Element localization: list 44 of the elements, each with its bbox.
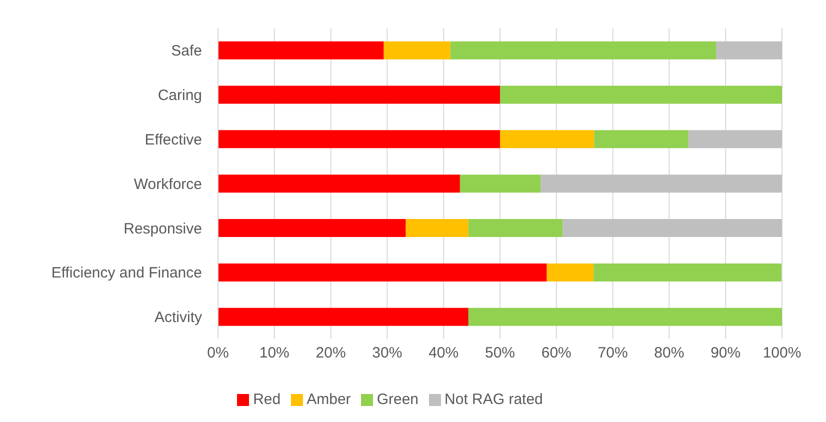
bar: [500, 86, 782, 104]
x-tick-label: 80%: [654, 344, 684, 362]
bar: [716, 41, 782, 60]
legend-label: Amber: [306, 391, 351, 408]
x-tick-label: 0%: [207, 344, 229, 362]
bar: [218, 308, 468, 326]
bar: [218, 174, 460, 193]
bar: [218, 219, 406, 238]
y-tick-label: Activity: [154, 309, 202, 326]
bar: [468, 308, 782, 326]
bar: [218, 86, 500, 104]
y-tick-label: Caring: [158, 86, 202, 104]
bar: [406, 219, 468, 238]
x-tick-label: 90%: [710, 344, 741, 362]
bar: [594, 130, 688, 148]
bar: [384, 41, 450, 60]
bar: [450, 41, 716, 60]
x-tick-label: 60%: [541, 344, 572, 362]
bar: [218, 130, 500, 148]
x-tick-label: 30%: [372, 344, 402, 362]
legend-label: Green: [376, 391, 419, 408]
bar: [218, 41, 384, 60]
bar: [468, 219, 563, 238]
y-tick-label: Responsive: [124, 220, 202, 238]
y-tick-label: Efficiency and Finance: [51, 264, 202, 282]
x-tick-label: 100%: [762, 344, 802, 362]
bar: [500, 130, 594, 148]
bar: [594, 263, 782, 282]
legend-label: Not RAG rated: [444, 391, 543, 408]
x-tick-label: 70%: [598, 344, 628, 362]
bar: [540, 174, 782, 193]
x-tick-label: 10%: [259, 344, 290, 362]
bar: [460, 174, 541, 193]
bar: [218, 263, 547, 282]
bar: [546, 263, 594, 282]
y-tick-label: Effective: [144, 131, 202, 148]
x-tick-label: 20%: [316, 344, 346, 362]
x-tick-label: 50%: [484, 344, 516, 362]
y-tick-label: Safe: [171, 42, 202, 60]
legend-label: Red: [253, 391, 281, 408]
y-tick-label: Workforce: [134, 176, 202, 193]
bar: [688, 130, 782, 148]
x-tick-label: 40%: [428, 344, 459, 362]
bar: [562, 219, 782, 238]
